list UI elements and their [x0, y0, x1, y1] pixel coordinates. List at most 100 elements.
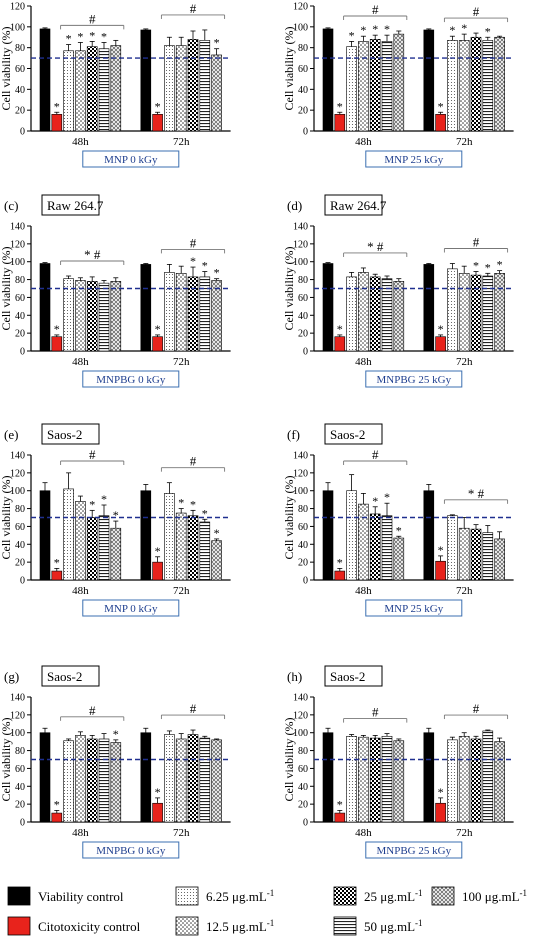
- y-tick-label: 60: [298, 764, 308, 775]
- significance-star: *: [384, 22, 390, 36]
- significance-star: *: [337, 99, 343, 113]
- bar: [447, 268, 458, 352]
- group-label: 72h: [173, 585, 190, 597]
- y-tick-label: 120: [293, 239, 308, 250]
- bar: [369, 737, 381, 823]
- cell-line-box: [324, 194, 383, 216]
- significance-star: *: [54, 322, 60, 336]
- significance-label: #: [89, 703, 96, 718]
- bar: [346, 490, 357, 581]
- cell-line-label: Saos-2: [47, 669, 82, 684]
- significance-star: *: [54, 555, 60, 569]
- significance-label: #: [190, 235, 197, 250]
- bar: [164, 734, 175, 823]
- bar: [494, 36, 505, 132]
- bar: [75, 735, 86, 823]
- condition-label: MNP 0 kGy: [104, 603, 158, 615]
- bar: [75, 501, 86, 581]
- group-label: 72h: [456, 356, 473, 368]
- y-tick-label: 100: [293, 22, 308, 33]
- legend-label: 12.5 μg.mL-1: [206, 918, 274, 934]
- bar: [152, 336, 163, 352]
- bar: [199, 737, 211, 823]
- bar: [482, 40, 494, 132]
- legend-label-text: 50 μg.mL: [364, 919, 415, 934]
- significance-star: *: [438, 543, 444, 557]
- bar: [98, 738, 110, 823]
- chart-panel: Cell viability (%) 0 20 40 60 80 100 120 * * * * * 48…: [0, 1, 231, 168]
- bar: [199, 40, 211, 132]
- chart-panel: (d) Raw 264.7 Cell viability (%) 0 20 40 60 80 1…: [282, 194, 514, 388]
- condition-box: [365, 599, 463, 617]
- bar: [346, 735, 357, 823]
- y-tick-label: 80: [15, 504, 25, 515]
- bar: [435, 336, 446, 352]
- chart-panel: (c) Raw 264.7 Cell viability (%) 0 20 40 60 80 1…: [0, 194, 231, 388]
- panel-label: (c): [4, 198, 18, 213]
- group-label: 72h: [173, 136, 190, 148]
- bar: [86, 517, 98, 581]
- legend-label-text: 6.25 μg.mL: [206, 889, 267, 904]
- bar: [358, 272, 369, 352]
- bar: [140, 490, 152, 581]
- cell-line-label: Saos-2: [330, 669, 365, 684]
- y-tick-label: 100: [10, 257, 25, 268]
- legend-label-superscript: -1: [267, 918, 275, 928]
- bar: [458, 273, 470, 352]
- bar: [435, 802, 446, 823]
- group-label: 48h: [355, 136, 372, 148]
- significance-star: *: [473, 259, 479, 273]
- panel-label: (g): [4, 669, 19, 684]
- bar: [381, 735, 393, 823]
- y-tick-label: 80: [298, 275, 308, 286]
- significance-star: *: [337, 797, 343, 811]
- y-tick-label: 0: [20, 818, 25, 829]
- y-tick-label: 120: [10, 239, 25, 250]
- group-label: 48h: [72, 827, 89, 839]
- panel-label: (d): [287, 198, 302, 213]
- bar: [152, 802, 163, 823]
- significance-label: #: [89, 11, 96, 26]
- bar: [494, 273, 505, 352]
- significance-star: *: [438, 322, 444, 336]
- y-axis-label: Cell viability (%): [0, 247, 13, 331]
- bar: [211, 540, 222, 581]
- bar: [63, 488, 74, 581]
- group-label: 48h: [72, 585, 89, 597]
- y-tick-label: 0: [20, 347, 25, 358]
- bar: [447, 515, 458, 581]
- significance-star: *: [178, 496, 184, 510]
- y-tick-label: 0: [20, 127, 25, 138]
- significance-star: *: [155, 322, 161, 336]
- y-tick-label: 100: [10, 22, 25, 33]
- panel-label: (f): [287, 427, 300, 442]
- bar: [175, 738, 187, 823]
- y-tick-label: 60: [15, 64, 25, 75]
- significance-star: *: [190, 254, 196, 268]
- y-tick-label: 0: [303, 818, 308, 829]
- bar: [175, 273, 187, 352]
- legend-label: Citotoxicity control: [38, 919, 141, 934]
- y-axis-label: Cell viability (%): [0, 718, 13, 802]
- y-tick-label: 100: [293, 257, 308, 268]
- group-label: 48h: [72, 136, 89, 148]
- y-tick-label: 40: [15, 782, 25, 793]
- significance-star: *: [461, 21, 467, 35]
- cell-line-box: [324, 423, 383, 445]
- bar: [110, 742, 122, 823]
- y-tick-label: 140: [10, 693, 25, 704]
- significance-label: #: [190, 454, 197, 469]
- significance-star: *: [155, 544, 161, 558]
- cell-line-label: Saos-2: [330, 427, 365, 442]
- legend-label-text: Citotoxicity control: [38, 919, 141, 934]
- condition-box: [82, 841, 180, 859]
- significance-label: #: [372, 2, 379, 17]
- significance-star: *: [66, 32, 72, 46]
- bar: [322, 28, 334, 132]
- significance-star: *: [89, 28, 95, 42]
- significance-star: *: [396, 523, 402, 537]
- bar: [334, 336, 346, 352]
- significance-label: #: [473, 4, 480, 19]
- bar: [458, 40, 470, 132]
